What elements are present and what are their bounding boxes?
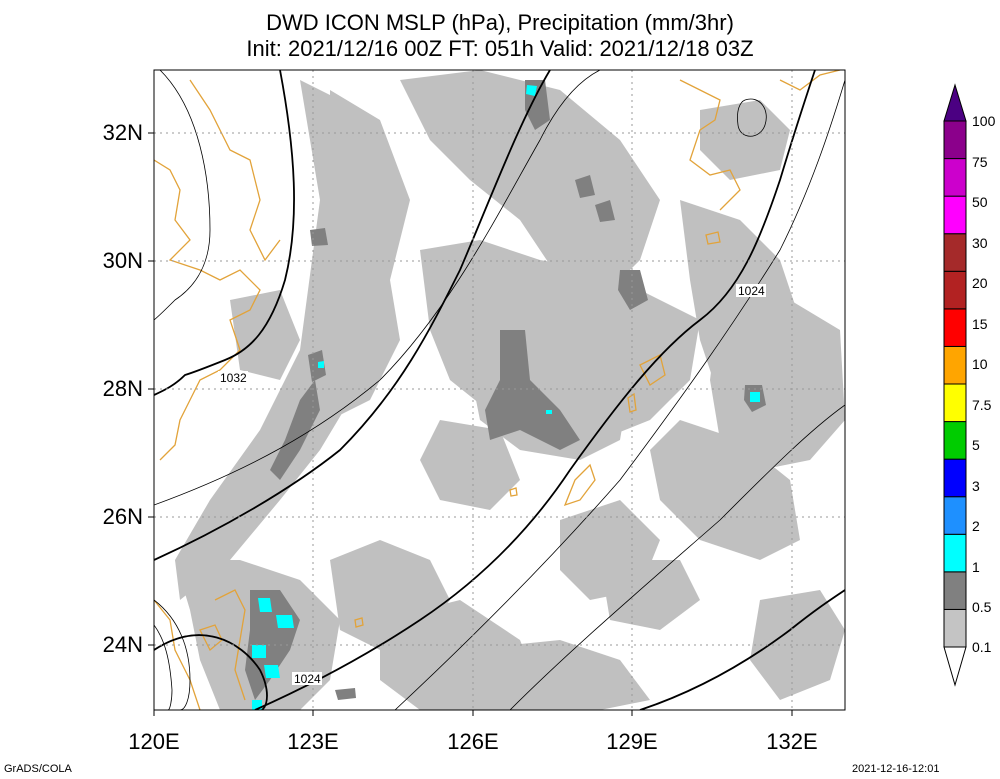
colorbar-segment	[943, 458, 967, 498]
colorbar-segment	[943, 308, 967, 347]
colorbar-segment	[943, 158, 967, 197]
colorbar-segment	[943, 233, 967, 272]
lat-tick-label: 32N	[102, 120, 143, 145]
isobars-thick	[154, 70, 845, 710]
lon-tick-label: 126E	[447, 729, 499, 754]
colorbar-segment	[943, 270, 967, 310]
precip-heavy-cells	[252, 85, 760, 710]
colorbar-label: 0.1	[972, 639, 992, 655]
lat-tick-label: 28N	[102, 376, 143, 401]
footer-timestamp: 2021-12-16-12:01	[852, 763, 940, 775]
colorbar	[943, 83, 967, 687]
isobar-label: 1032	[220, 371, 247, 385]
colorbar-segment	[943, 496, 967, 535]
colorbar-label: 0.5	[972, 599, 992, 615]
colorbar-label: 5	[972, 437, 980, 453]
axis-ticks	[148, 132, 793, 716]
map-frame	[153, 69, 846, 711]
lat-tick-label: 26N	[102, 504, 143, 529]
lat-tick-label: 30N	[102, 248, 143, 273]
colorbar-segment	[943, 195, 967, 235]
isobars-thin	[154, 70, 845, 710]
lat-lon-grid	[154, 70, 845, 710]
footer-credit: GrADS/COLA	[4, 763, 72, 775]
colorbar-segment	[943, 120, 967, 160]
chart-subtitle: Init: 2021/12/16 00Z FT: 051h Valid: 202…	[246, 36, 754, 61]
colorbar-bottom-triangle	[943, 646, 967, 687]
chart-title: DWD ICON MSLP (hPa), Precipitation (mm/3…	[266, 10, 734, 35]
lat-tick-label: 24N	[102, 632, 143, 657]
precip-moderate-areas	[245, 80, 766, 700]
colorbar-label: 100	[972, 113, 996, 129]
colorbar-label: 15	[972, 316, 988, 332]
colorbar-label: 10	[972, 356, 988, 372]
colorbar-label: 7.5	[972, 397, 992, 413]
colorbar-segment	[943, 383, 967, 423]
colorbar-segment	[943, 345, 967, 385]
colorbar-segment	[943, 571, 967, 610]
isobar-label: 1024	[294, 672, 321, 686]
lon-tick-label: 120E	[128, 729, 180, 754]
colorbar-label: 75	[972, 154, 988, 170]
colorbar-label: 1	[972, 559, 980, 575]
lon-tick-label: 123E	[287, 729, 339, 754]
lon-tick-label: 132E	[766, 729, 818, 754]
colorbar-label: 30	[972, 235, 988, 251]
colorbar-label: 20	[972, 275, 988, 291]
colorbar-label: 3	[972, 478, 980, 494]
colorbar-label: 50	[972, 194, 988, 210]
colorbar-segment	[943, 608, 967, 648]
colorbar-label: 2	[972, 518, 980, 534]
colorbar-segment	[943, 421, 967, 460]
coastlines	[154, 70, 841, 710]
colorbar-top-triangle	[943, 83, 967, 122]
colorbar-segment	[943, 533, 967, 573]
lon-tick-label: 129E	[606, 729, 658, 754]
isobar-label: 1024	[738, 284, 765, 298]
